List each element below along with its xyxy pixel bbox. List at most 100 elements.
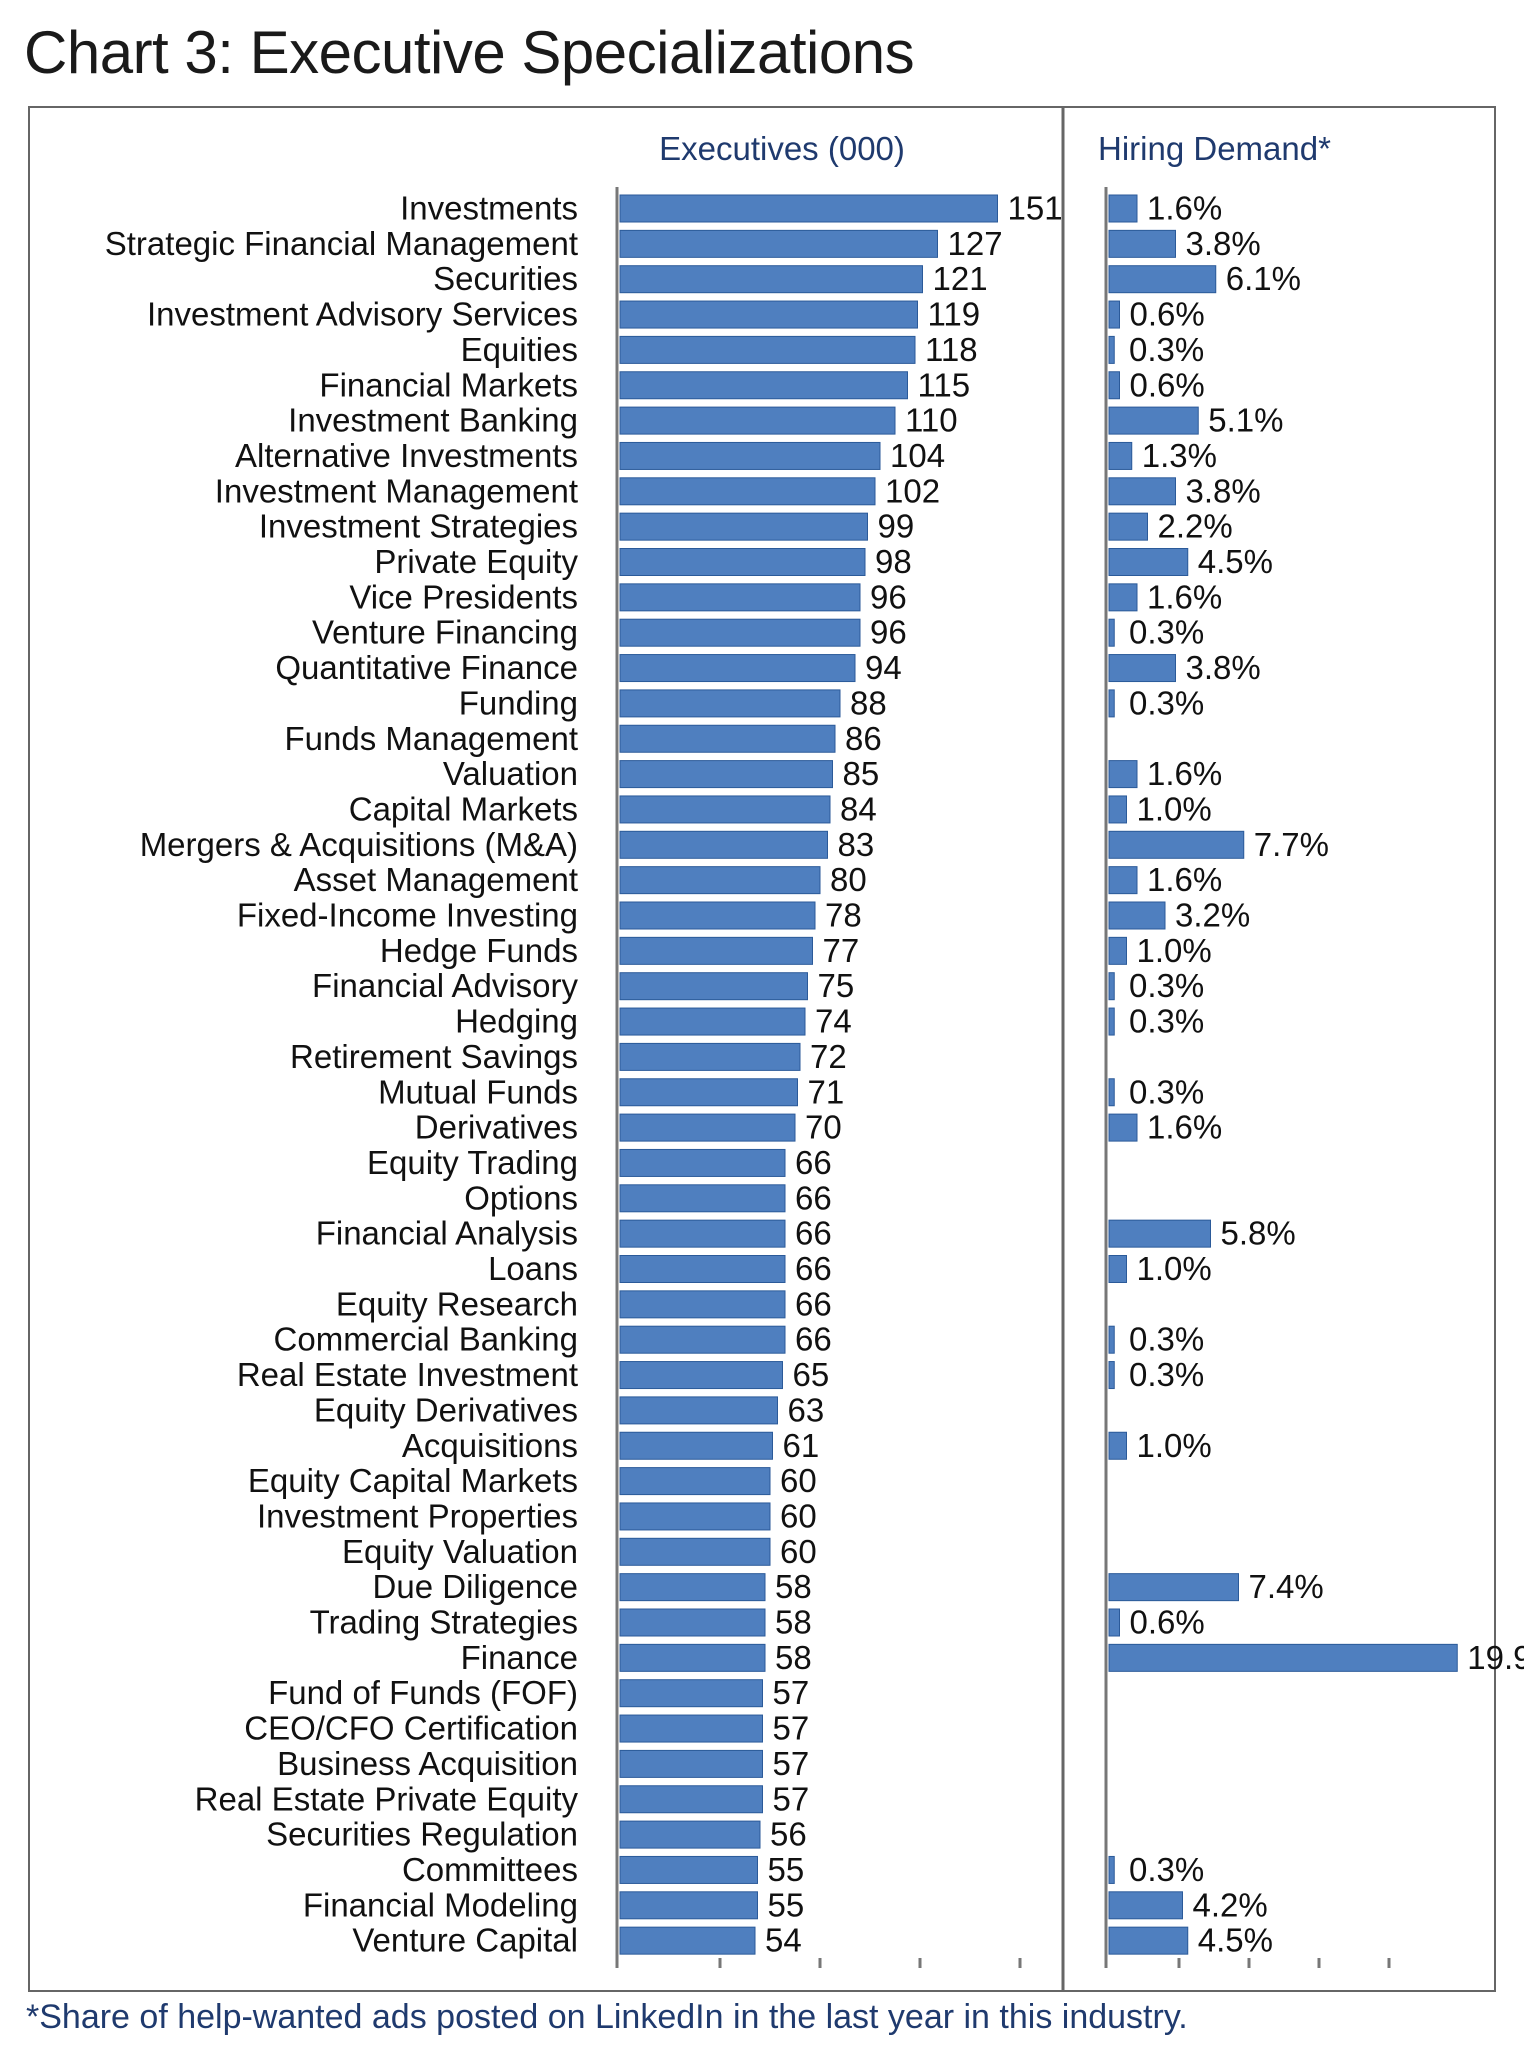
hiring-demand-bar [1108, 760, 1138, 789]
category-label: Investment Advisory Services [147, 296, 578, 333]
executives-value-label: 57 [773, 1674, 810, 1711]
category-label: Fixed-Income Investing [237, 897, 578, 934]
hiring-demand-value-label: 0.3% [1129, 1851, 1204, 1888]
executives-value-label: 121 [933, 260, 988, 297]
hiring-demand-bar [1108, 689, 1115, 718]
executives-bar [619, 1396, 778, 1425]
category-label: Equity Capital Markets [248, 1462, 578, 1499]
executives-bar [619, 1467, 771, 1496]
hiring-demand-value-label: 1.0% [1137, 790, 1212, 827]
executives-value-label: 77 [823, 932, 860, 969]
category-label: Funds Management [284, 720, 578, 757]
executives-value-label: 127 [948, 225, 1003, 262]
executives-value-label: 66 [795, 1144, 832, 1181]
hiring-demand-value-label: 0.6% [1130, 296, 1205, 333]
hiring-demand-bar [1108, 1891, 1183, 1920]
executives-value-label: 102 [885, 472, 940, 509]
executives-bar [619, 477, 876, 506]
executives-value-label: 98 [875, 543, 912, 580]
category-label: Real Estate Investment [237, 1356, 578, 1393]
executives-bar [619, 1113, 796, 1142]
hiring-demand-bar [1108, 618, 1115, 647]
category-label: Vice Presidents [349, 578, 578, 615]
executives-value-label: 118 [925, 331, 978, 368]
executives-value-label: 115 [918, 366, 971, 403]
category-label: Due Diligence [373, 1568, 578, 1605]
executives-bar [619, 371, 908, 400]
executives-bar [619, 1785, 763, 1814]
executives-value-label: 66 [795, 1321, 832, 1358]
hiring-demand-bar [1108, 1361, 1115, 1390]
executives-value-label: 74 [815, 1003, 852, 1040]
executives-value-label: 71 [808, 1073, 845, 1110]
executives-bar [619, 548, 866, 576]
hiring-demand-value-label: 4.2% [1193, 1886, 1268, 1923]
executives-bar [619, 1431, 773, 1460]
hiring-demand-value-label: 4.5% [1198, 543, 1273, 580]
category-label: Investment Properties [257, 1497, 578, 1534]
hiring-demand-value-label: 0.6% [1130, 366, 1205, 403]
hiring-demand-bar [1108, 1113, 1138, 1142]
executives-bar [619, 1325, 786, 1354]
executives-value-label: 56 [770, 1816, 807, 1853]
chart-title: Chart 3: Executive Specializations [24, 19, 915, 86]
executives-value-label: 63 [788, 1391, 825, 1428]
hiring-demand-bar [1108, 441, 1133, 470]
executives-value-label: 86 [845, 720, 882, 757]
hiring-demand-bar [1108, 300, 1120, 329]
executives-value-label: 60 [780, 1497, 817, 1534]
executives-bar [619, 795, 831, 824]
executives-bar [619, 1042, 801, 1071]
executives-value-label: 58 [775, 1639, 812, 1676]
hiring-demand-value-label: 1.3% [1142, 437, 1217, 474]
category-label: Venture Financing [312, 614, 578, 651]
category-label: Investment Strategies [259, 508, 578, 545]
executives-bar [619, 1855, 758, 1884]
executives-bar [619, 901, 816, 930]
category-label: Acquisitions [402, 1427, 578, 1464]
category-label: Investment Banking [288, 402, 578, 439]
executives-value-label: 94 [865, 649, 902, 686]
category-label: Finance [461, 1639, 578, 1676]
executives-value-label: 55 [768, 1886, 805, 1923]
hiring-demand-value-label: 1.6% [1147, 755, 1222, 792]
hiring-demand-value-label: 5.1% [1208, 402, 1283, 439]
executives-value-label: 72 [810, 1038, 847, 1075]
executives-bar [619, 1361, 783, 1390]
executives-value-label: 60 [780, 1533, 817, 1570]
executives-bar [619, 724, 836, 753]
executives-value-label: 80 [830, 861, 867, 898]
hiring-demand-value-label: 0.3% [1129, 1073, 1204, 1110]
executives-value-label: 65 [793, 1356, 830, 1393]
category-label: Securities Regulation [266, 1816, 578, 1853]
hiring-demand-value-label: 1.6% [1147, 1109, 1222, 1146]
hiring-demand-value-label: 1.0% [1137, 1427, 1212, 1464]
hiring-demand-value-label: 4.5% [1198, 1922, 1273, 1959]
category-label: Committees [402, 1851, 578, 1888]
hiring-demand-value-label: 7.4% [1249, 1568, 1324, 1605]
executives-value-label: 119 [928, 296, 981, 333]
executives-value-label: 66 [795, 1179, 832, 1216]
category-label: Investment Management [215, 472, 578, 509]
executives-value-label: 104 [890, 437, 945, 474]
hiring-demand-bar [1108, 371, 1120, 400]
category-label: Financial Analysis [316, 1215, 578, 1252]
executives-bar [619, 265, 923, 294]
hiring-demand-value-label: 7.7% [1254, 826, 1329, 863]
executives-bar [619, 1679, 763, 1708]
executives-value-label: 84 [840, 790, 877, 827]
executives-bar [619, 1290, 786, 1319]
executives-bar [619, 300, 918, 329]
hiring-demand-value-label: 0.3% [1129, 967, 1204, 1004]
hiring-demand-value-label: 3.8% [1186, 472, 1261, 509]
executives-bar [619, 866, 821, 895]
category-label: Financial Modeling [303, 1886, 578, 1923]
hiring-demand-bar [1108, 901, 1166, 930]
hiring-demand-value-label: 0.3% [1129, 684, 1204, 721]
hiring-demand-value-label: 6.1% [1226, 260, 1301, 297]
category-label: Funding [459, 684, 578, 721]
executives-bar [619, 618, 861, 647]
executives-bar [619, 441, 881, 470]
hiring-demand-bar [1108, 335, 1115, 364]
